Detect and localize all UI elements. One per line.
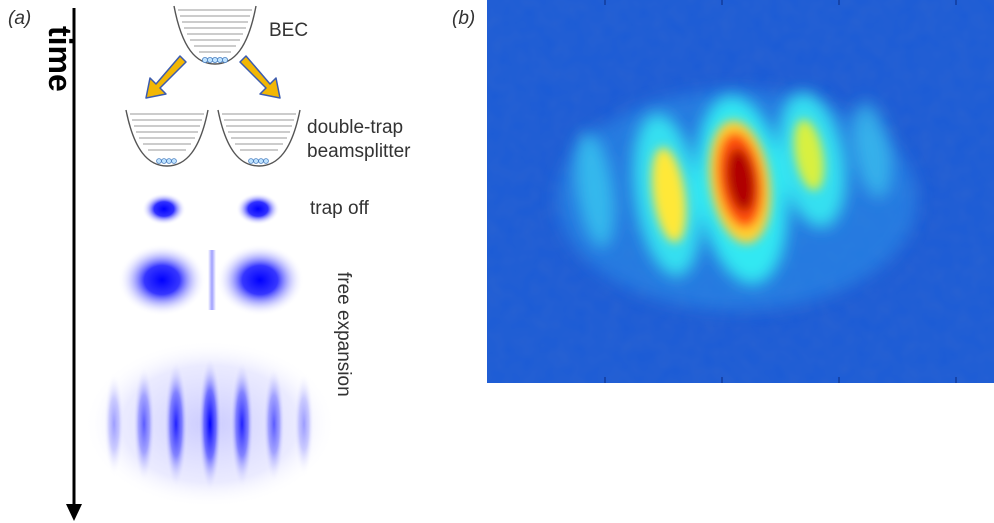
core-left (651, 147, 687, 243)
time-label: time (42, 26, 78, 92)
expanding-clouds (118, 244, 304, 316)
fringe-3 (164, 360, 188, 488)
trap-off-clouds (142, 193, 280, 225)
fringe-outer-right (852, 102, 892, 198)
fringe-1 (104, 372, 124, 476)
time-axis-arrow (66, 8, 82, 521)
double-trap-left-well (125, 109, 209, 167)
expanding-cloud-left (118, 244, 206, 316)
split-arrow-left (145, 55, 187, 99)
panel-a-label: (a) (8, 8, 32, 29)
expanding-cloud-right (216, 244, 304, 316)
fringe-6 (263, 366, 285, 482)
trap-off-label: trap off (310, 198, 369, 219)
overlap-stripe (208, 250, 216, 310)
cloud-right (236, 193, 280, 225)
absorption-image (487, 0, 994, 383)
fringe-outer-left (575, 132, 615, 248)
fringe-5 (230, 360, 254, 488)
double-trap-right-well (217, 109, 301, 167)
fringe-7 (294, 372, 314, 476)
single-trap-well (173, 5, 257, 65)
core-center-red (726, 148, 756, 212)
free-expansion-label: free expansion (333, 272, 354, 397)
fringe-4 (198, 356, 222, 492)
beamsplitter-label: beamsplitter (307, 141, 411, 162)
panel-b-label: (b) (452, 8, 476, 29)
image-ticks (604, 0, 957, 383)
cloud-left (142, 193, 186, 225)
fringe-2 (133, 366, 155, 482)
bec-label: BEC (269, 20, 309, 41)
core-right (793, 119, 825, 191)
double-trap-label: double-trap (307, 117, 404, 138)
split-arrow-right (239, 55, 281, 99)
interference-fringes (84, 340, 336, 508)
